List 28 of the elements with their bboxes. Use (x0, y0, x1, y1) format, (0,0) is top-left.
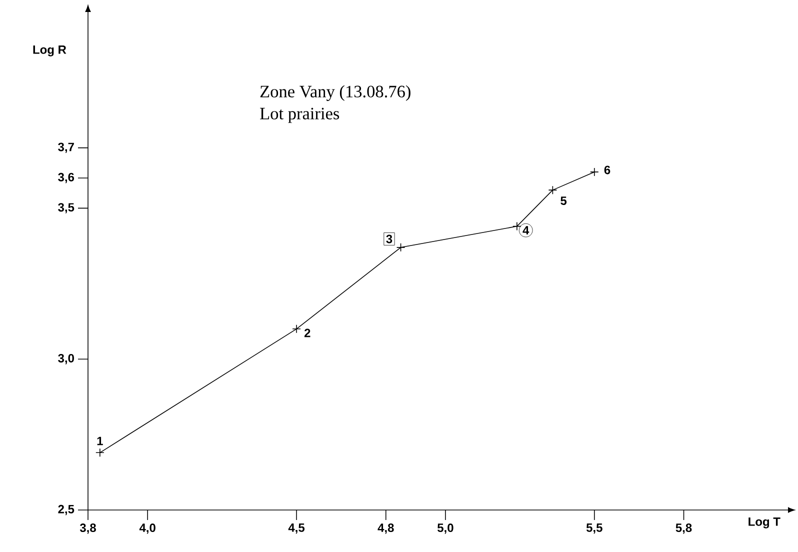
x-tick-label: 4,8 (378, 524, 394, 534)
x-tick-label: 5,0 (437, 524, 454, 534)
annotation: 5 (560, 196, 567, 205)
point (512, 222, 522, 231)
y-tick-label: 2,5 (58, 504, 74, 516)
y-tick-label: 3,6 (58, 172, 74, 184)
x-tick-label: 4,5 (288, 524, 305, 534)
annotation: 6 (604, 166, 610, 174)
x-tick-label: 4,0 (139, 524, 156, 534)
annotation: 2 (304, 328, 310, 338)
text: Zone Vany (13.08.76) (260, 85, 410, 101)
annotation: 3 (386, 234, 392, 244)
point (292, 324, 301, 334)
y-tick-label: 3,7 (58, 142, 74, 153)
text: Lot prairies (260, 108, 340, 123)
point (548, 186, 558, 194)
y-axis-title: Log R (33, 46, 66, 56)
point (96, 448, 104, 458)
point (590, 168, 599, 176)
x-tick-label: 3,8 (80, 524, 96, 534)
annotation: 4 (522, 226, 530, 234)
y-tick-label: 3,0 (58, 354, 74, 364)
annotation: 1 (97, 436, 103, 446)
x-tick-label: 5,8 (676, 524, 692, 534)
y-tick-label: 3,5 (58, 203, 74, 214)
x-axis-title: Log T (748, 518, 780, 528)
x-tick-label: 5,5 (586, 524, 602, 534)
point (396, 243, 406, 252)
